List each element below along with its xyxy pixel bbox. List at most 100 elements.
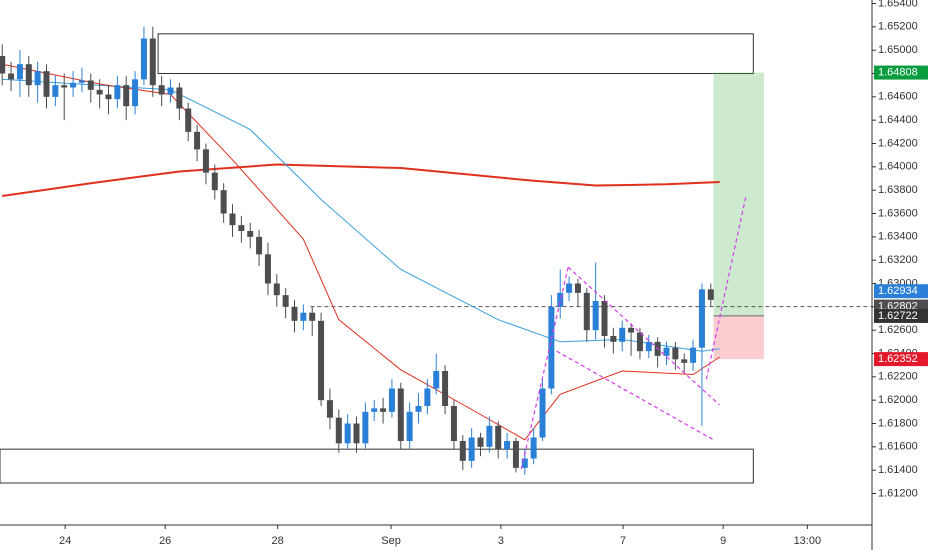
candle bbox=[548, 295, 555, 395]
candle bbox=[256, 229, 263, 266]
candle-body bbox=[0, 56, 6, 74]
candle bbox=[220, 183, 227, 223]
y-tick-label: 1.63400 bbox=[878, 231, 918, 243]
candle bbox=[61, 73, 68, 121]
x-tick-label: 7 bbox=[620, 535, 626, 547]
candle-body bbox=[326, 400, 333, 418]
candle bbox=[202, 143, 209, 185]
candle bbox=[681, 353, 688, 373]
y-tick-label: 1.65200 bbox=[878, 21, 918, 33]
candle bbox=[185, 102, 192, 142]
y-tick-label: 1.62200 bbox=[878, 371, 918, 383]
candle bbox=[238, 215, 245, 243]
zone bbox=[0, 448, 754, 484]
candle bbox=[318, 312, 325, 406]
price-label: 1.62934 bbox=[878, 285, 918, 297]
candle bbox=[87, 73, 94, 103]
axis-background bbox=[872, 0, 932, 550]
candle-body bbox=[140, 38, 147, 80]
trendline bbox=[520, 267, 569, 470]
candle bbox=[636, 327, 643, 360]
candle-body bbox=[158, 85, 165, 95]
candle-body bbox=[114, 85, 121, 100]
candle bbox=[176, 82, 183, 121]
candle-body bbox=[123, 85, 130, 107]
candle bbox=[300, 304, 307, 331]
candle-body bbox=[52, 85, 59, 97]
candle bbox=[388, 379, 395, 418]
y-tick-label: 1.61600 bbox=[878, 441, 918, 453]
price-label: 1.62352 bbox=[878, 353, 918, 365]
candle bbox=[442, 365, 449, 415]
candle bbox=[282, 288, 289, 319]
candle-body bbox=[96, 89, 103, 95]
moving-average bbox=[2, 163, 720, 197]
candle-body bbox=[238, 225, 245, 231]
candle bbox=[539, 379, 546, 441]
price-label: 1.62722 bbox=[878, 310, 918, 322]
candle bbox=[70, 71, 77, 97]
candle bbox=[247, 222, 254, 249]
candle-body bbox=[450, 406, 457, 441]
candle bbox=[0, 44, 6, 86]
candle-body bbox=[8, 73, 15, 80]
candle bbox=[406, 402, 413, 450]
candle bbox=[645, 334, 652, 359]
target-zone bbox=[713, 72, 764, 316]
candle bbox=[273, 274, 280, 307]
price-label-box bbox=[874, 352, 928, 367]
candle-body bbox=[362, 411, 369, 444]
candle-body bbox=[105, 94, 112, 100]
candle-body bbox=[132, 79, 139, 107]
candle-body bbox=[681, 359, 688, 363]
candle bbox=[415, 393, 422, 424]
moving-average bbox=[2, 63, 720, 441]
candle-body bbox=[282, 295, 289, 307]
candle-body bbox=[539, 388, 546, 438]
y-tick-label: 1.63800 bbox=[878, 184, 918, 196]
candle bbox=[663, 341, 670, 366]
trendline bbox=[705, 194, 747, 380]
candle-body bbox=[273, 283, 280, 296]
price-label-box bbox=[874, 65, 928, 80]
x-tick-label: 28 bbox=[272, 535, 284, 547]
candle-body bbox=[601, 301, 608, 336]
candle bbox=[583, 288, 590, 342]
candle-body bbox=[574, 283, 581, 293]
candle bbox=[309, 306, 316, 336]
candle bbox=[495, 421, 502, 459]
candle bbox=[194, 124, 201, 161]
candle bbox=[654, 337, 661, 368]
candle-body bbox=[309, 312, 316, 321]
candle-body bbox=[628, 327, 635, 333]
candle-body bbox=[291, 306, 298, 321]
candle-body bbox=[619, 327, 626, 342]
price-label: 1.64808 bbox=[878, 66, 918, 78]
y-tick-label: 1.64600 bbox=[878, 91, 918, 103]
candle-body bbox=[672, 347, 679, 360]
candle bbox=[335, 409, 342, 453]
candle-body bbox=[229, 213, 236, 226]
candle bbox=[140, 26, 147, 86]
candle-body bbox=[43, 71, 50, 97]
candle bbox=[380, 397, 387, 424]
candle-body bbox=[167, 87, 174, 95]
candle-body bbox=[300, 312, 307, 321]
x-tick-label: 13:00 bbox=[794, 535, 822, 547]
candle-body bbox=[194, 131, 201, 150]
candle bbox=[264, 242, 271, 296]
candle-body bbox=[70, 82, 77, 88]
candle-body bbox=[645, 341, 652, 352]
candle bbox=[123, 75, 130, 121]
candle-body bbox=[512, 441, 519, 468]
candle-body bbox=[371, 408, 378, 412]
trendline bbox=[567, 266, 720, 406]
candle-body bbox=[521, 458, 528, 468]
candle bbox=[690, 339, 697, 371]
candle-body bbox=[380, 408, 387, 412]
y-tick-label: 1.65400 bbox=[878, 0, 918, 9]
candle-body bbox=[397, 388, 404, 441]
candle-body bbox=[486, 425, 493, 447]
candle bbox=[566, 276, 573, 301]
